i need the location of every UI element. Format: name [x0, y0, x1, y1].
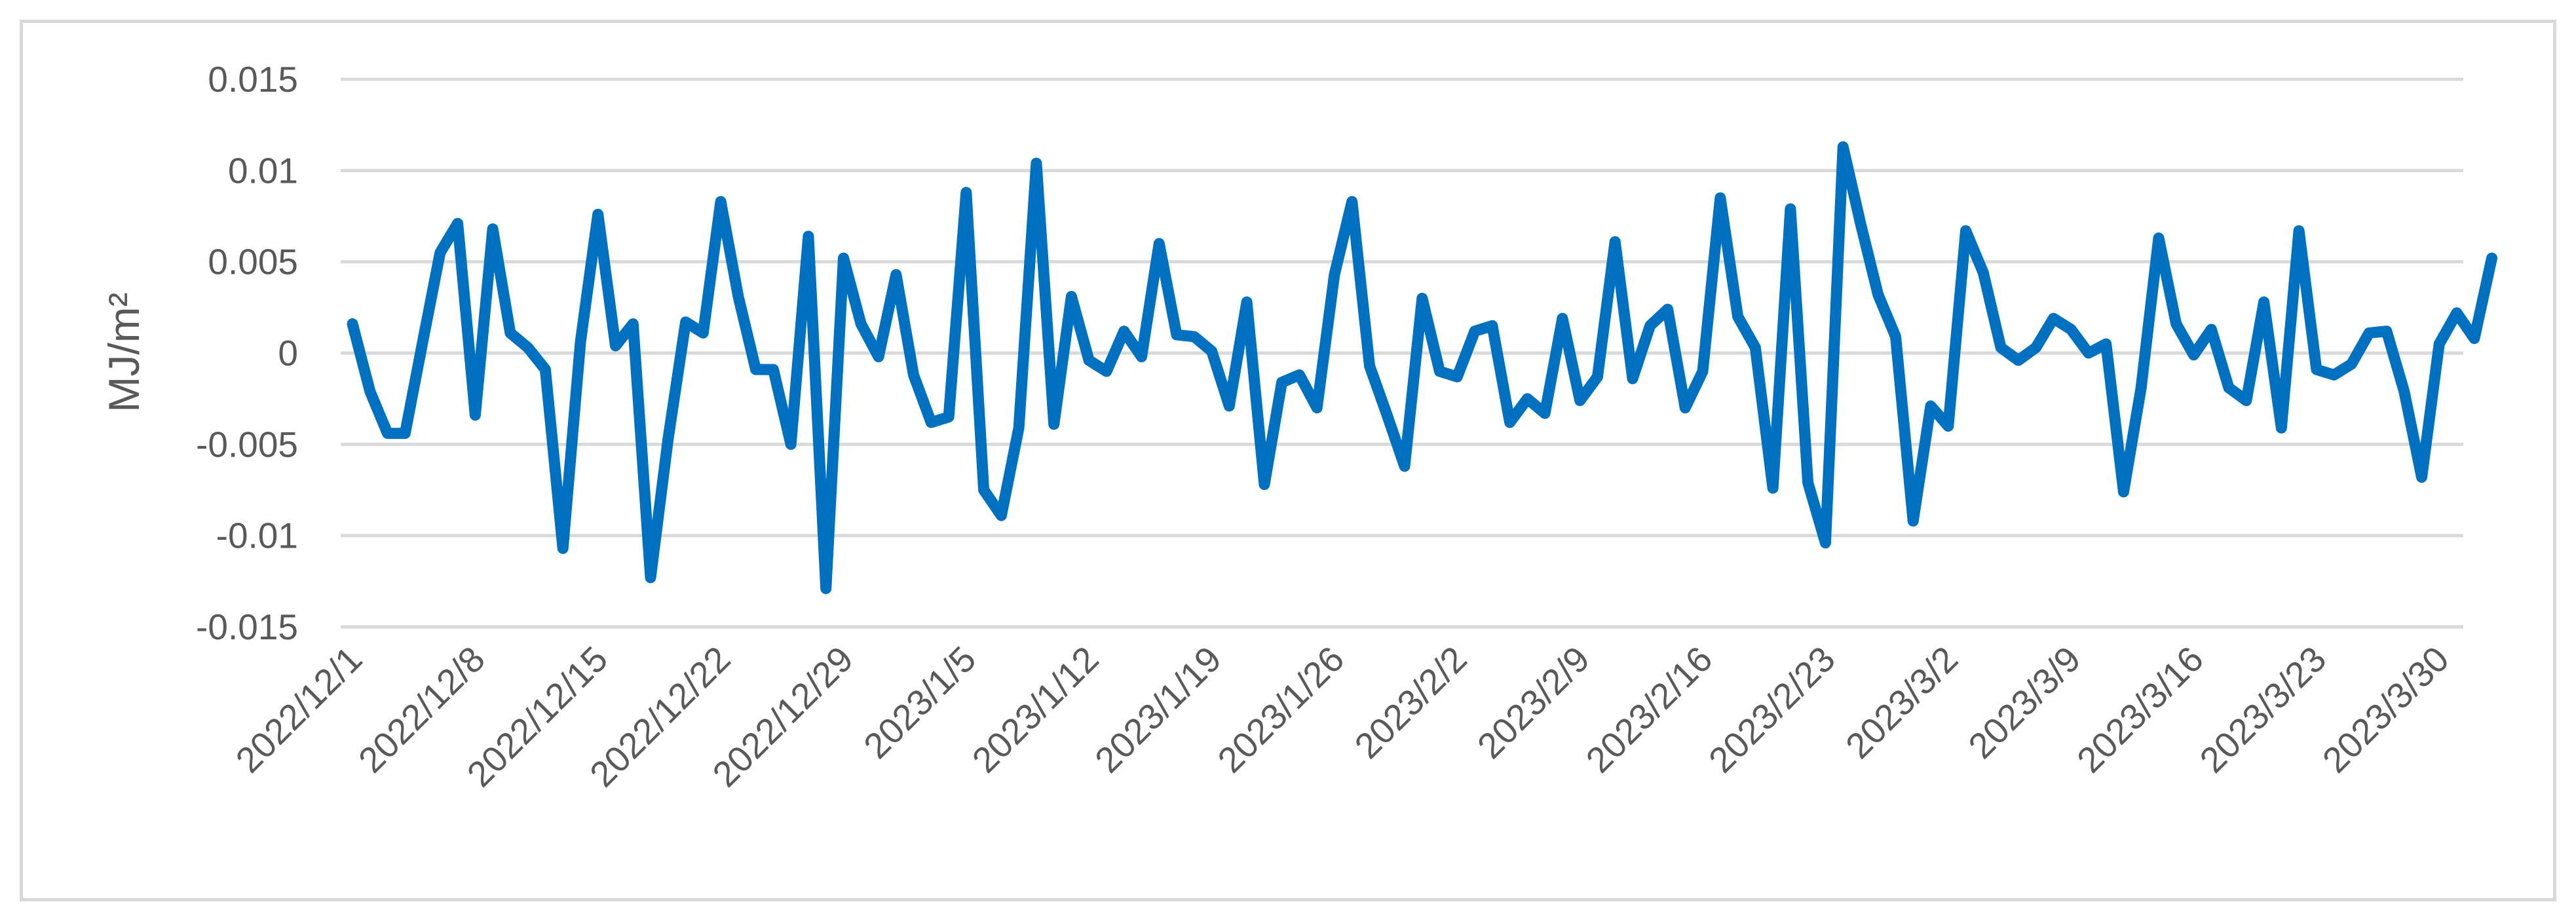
y-tick-label: 0	[278, 333, 298, 373]
y-tick-label: -0.005	[196, 424, 298, 464]
y-axis-ticks: 0.015 0.01 0.005 0 -0.005 -0.01 -0.015	[196, 59, 298, 647]
x-axis-ticks: 2022/12/12022/12/82022/12/152022/12/2220…	[228, 639, 2457, 795]
x-tick-label: 2022/12/1	[228, 639, 370, 781]
y-tick-label: -0.01	[216, 516, 298, 556]
x-tick-label: 2023/2/23	[1701, 639, 1843, 781]
x-tick-label: 2023/3/2	[1838, 639, 1965, 766]
y-tick-label: 0.015	[208, 59, 298, 100]
y-axis-title: MJ/m²	[100, 292, 148, 412]
x-tick-label: 2023/2/16	[1578, 639, 1720, 781]
x-tick-label: 2023/1/26	[1210, 639, 1352, 781]
x-tick-label: 2023/3/16	[2069, 639, 2211, 781]
y-tick-label: -0.015	[196, 607, 298, 647]
x-tick-label: 2023/3/30	[2315, 639, 2457, 781]
x-tick-label: 2023/3/9	[1960, 639, 2088, 766]
series-layer	[347, 141, 2497, 594]
x-tick-label: 2023/1/12	[964, 639, 1107, 781]
x-tick-label: 2023/2/9	[1469, 639, 1597, 766]
x-tick-label: 2023/3/23	[2191, 639, 2334, 781]
x-tick-label: 2023/1/5	[856, 639, 983, 766]
x-tick-label: 2023/2/2	[1347, 639, 1475, 766]
series-line	[347, 141, 2497, 594]
y-tick-label: 0.01	[228, 150, 298, 191]
y-tick-label: 0.005	[208, 242, 298, 282]
x-tick-label: 2023/1/19	[1087, 639, 1229, 781]
